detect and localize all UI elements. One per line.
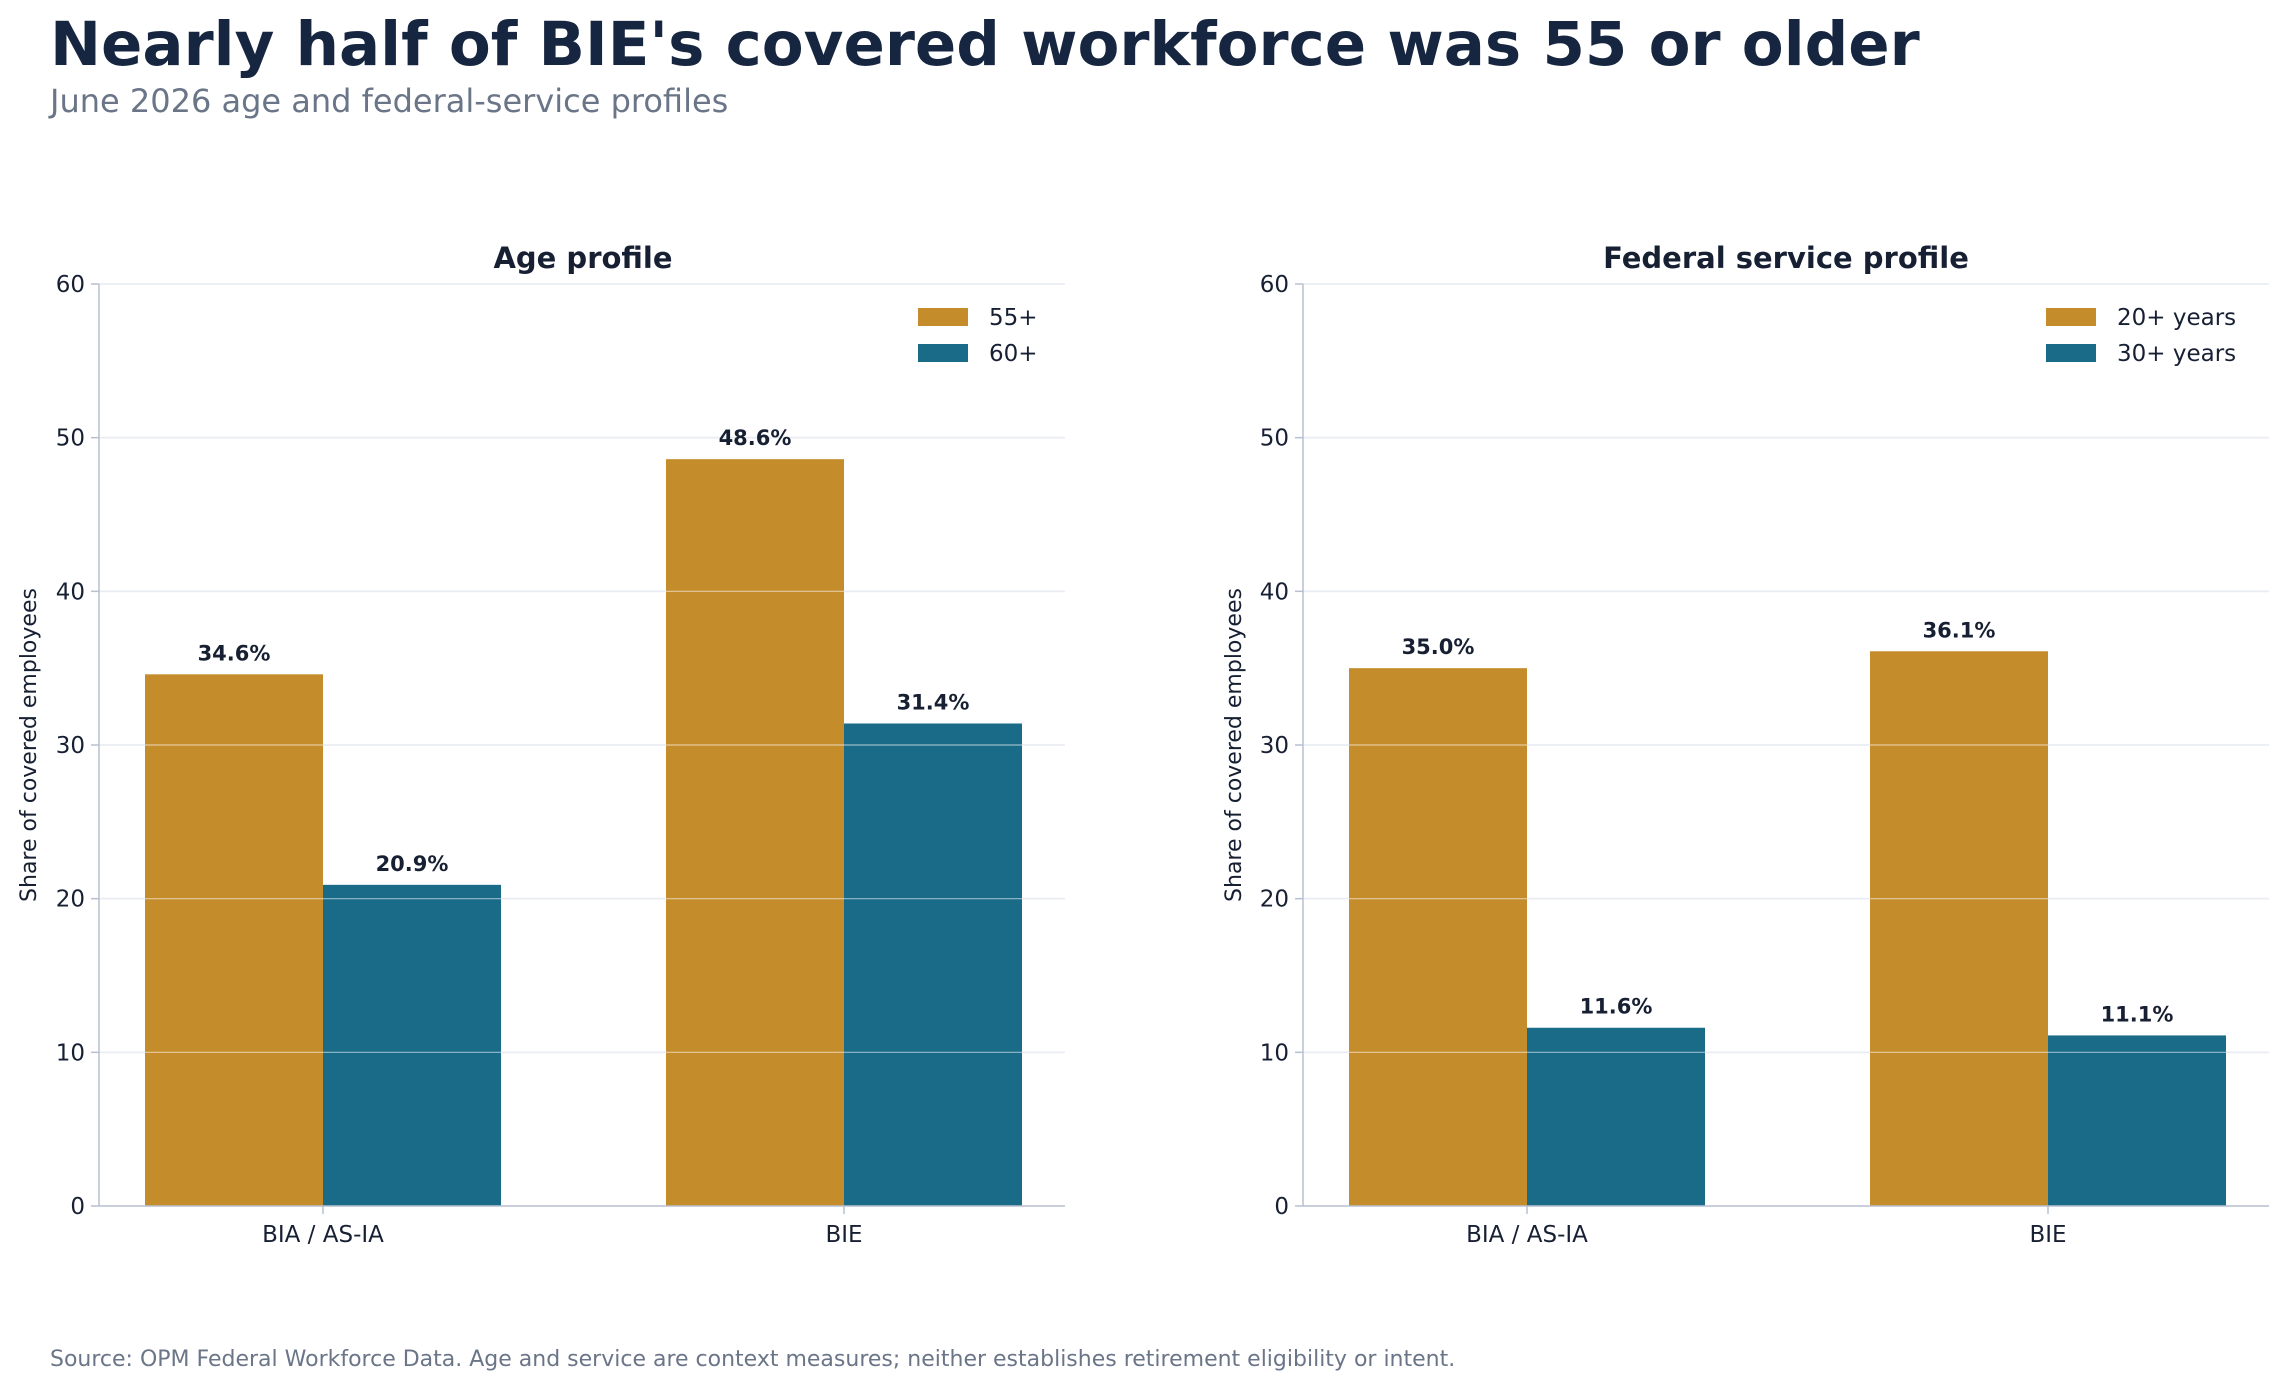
y-tick-label: 10 [56, 1040, 85, 1066]
y-tick-label: 60 [56, 272, 85, 298]
y-tick-label: 10 [1260, 1040, 1289, 1066]
y-tick-label: 50 [56, 426, 85, 452]
x-tick-label: BIA / AS-IA [262, 1222, 384, 1248]
bar [1870, 651, 2048, 1206]
y-tick-label: 20 [1260, 887, 1289, 913]
y-tick-label: 50 [1260, 426, 1289, 452]
source-note: Source: OPM Federal Workforce Data. Age … [50, 1347, 1456, 1372]
data-label: 34.6% [198, 641, 271, 665]
bar [1527, 1027, 1705, 1206]
panel-title: Federal service profile [1603, 241, 1969, 275]
data-label: 20.9% [376, 852, 449, 876]
x-tick-label: BIE [825, 1222, 862, 1248]
data-label: 11.1% [2101, 1002, 2174, 1026]
x-tick-label: BIA / AS-IA [1466, 1222, 1588, 1248]
y-tick-label: 0 [1274, 1194, 1289, 1220]
legend-label: 60+ [989, 341, 1038, 367]
y-tick-label: 60 [1260, 272, 1289, 298]
legend-label: 30+ years [2117, 341, 2236, 367]
bar [1349, 668, 1527, 1206]
y-axis-label: Share of covered employees [1222, 588, 1247, 902]
y-tick-label: 20 [56, 887, 85, 913]
chart-title: Nearly half of BIE's covered workforce w… [50, 9, 1920, 80]
legend-label: 55+ [989, 305, 1038, 331]
y-tick-label: 30 [56, 733, 85, 759]
bar [145, 674, 323, 1206]
data-label: 48.6% [719, 426, 792, 450]
legend-swatch [2046, 344, 2096, 362]
bar [323, 884, 501, 1206]
data-label: 35.0% [1402, 635, 1475, 659]
chart-subtitle: June 2026 age and federal-service profil… [50, 82, 729, 120]
y-tick-label: 40 [1260, 579, 1289, 605]
data-label: 36.1% [1923, 618, 1996, 642]
data-label: 11.6% [1580, 995, 1653, 1019]
legend-swatch [918, 344, 968, 362]
bar [2048, 1035, 2226, 1206]
bar [844, 723, 1022, 1206]
y-tick-label: 30 [1260, 733, 1289, 759]
data-label: 31.4% [897, 690, 970, 714]
y-axis-label: Share of covered employees [17, 588, 42, 902]
y-tick-label: 40 [56, 579, 85, 605]
x-tick-label: BIE [2029, 1222, 2066, 1248]
panel-title: Age profile [493, 241, 672, 275]
legend-label: 20+ years [2117, 305, 2236, 331]
legend-swatch [2046, 308, 2096, 326]
bar [666, 459, 844, 1206]
legend-swatch [918, 308, 968, 326]
y-tick-label: 0 [70, 1194, 85, 1220]
